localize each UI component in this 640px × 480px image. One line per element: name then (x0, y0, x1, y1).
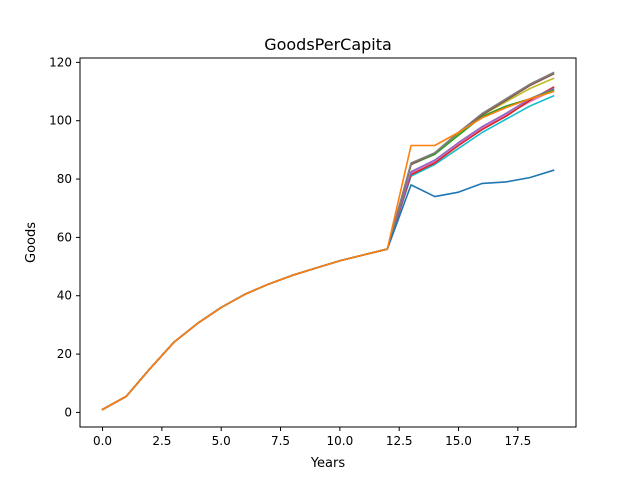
x-tick-label: 15.0 (445, 434, 472, 448)
x-axis-label: Years (310, 456, 346, 471)
x-tick-label: 2.5 (152, 434, 171, 448)
y-tick-label: 120 (49, 55, 72, 69)
x-axis-ticks: 0.0 2.5 5.0 7.5 10.0 12.5 15.0 17.5 (93, 427, 531, 448)
x-tick-label: 0.0 (93, 434, 112, 448)
series-line-10 (101, 90, 555, 411)
series-lines (101, 71, 555, 411)
x-tick-label: 10.0 (327, 434, 354, 448)
y-tick-label: 100 (49, 114, 72, 128)
x-tick-label: 7.5 (271, 434, 290, 448)
x-tick-label: 12.5 (386, 434, 413, 448)
y-tick-label: 0 (64, 405, 72, 419)
chart-title: GoodsPerCapita (264, 35, 392, 54)
y-tick-label: 60 (57, 230, 72, 244)
y-axis-ticks: 0 20 40 60 80 100 120 (49, 55, 80, 419)
x-tick-label: 17.5 (504, 434, 531, 448)
y-tick-label: 40 (57, 289, 72, 303)
x-tick-label: 5.0 (212, 434, 231, 448)
y-tick-label: 80 (57, 172, 72, 186)
y-tick-label: 20 (57, 347, 72, 361)
plot-area-frame (79, 57, 577, 428)
y-axis-label: Goods (24, 222, 39, 263)
